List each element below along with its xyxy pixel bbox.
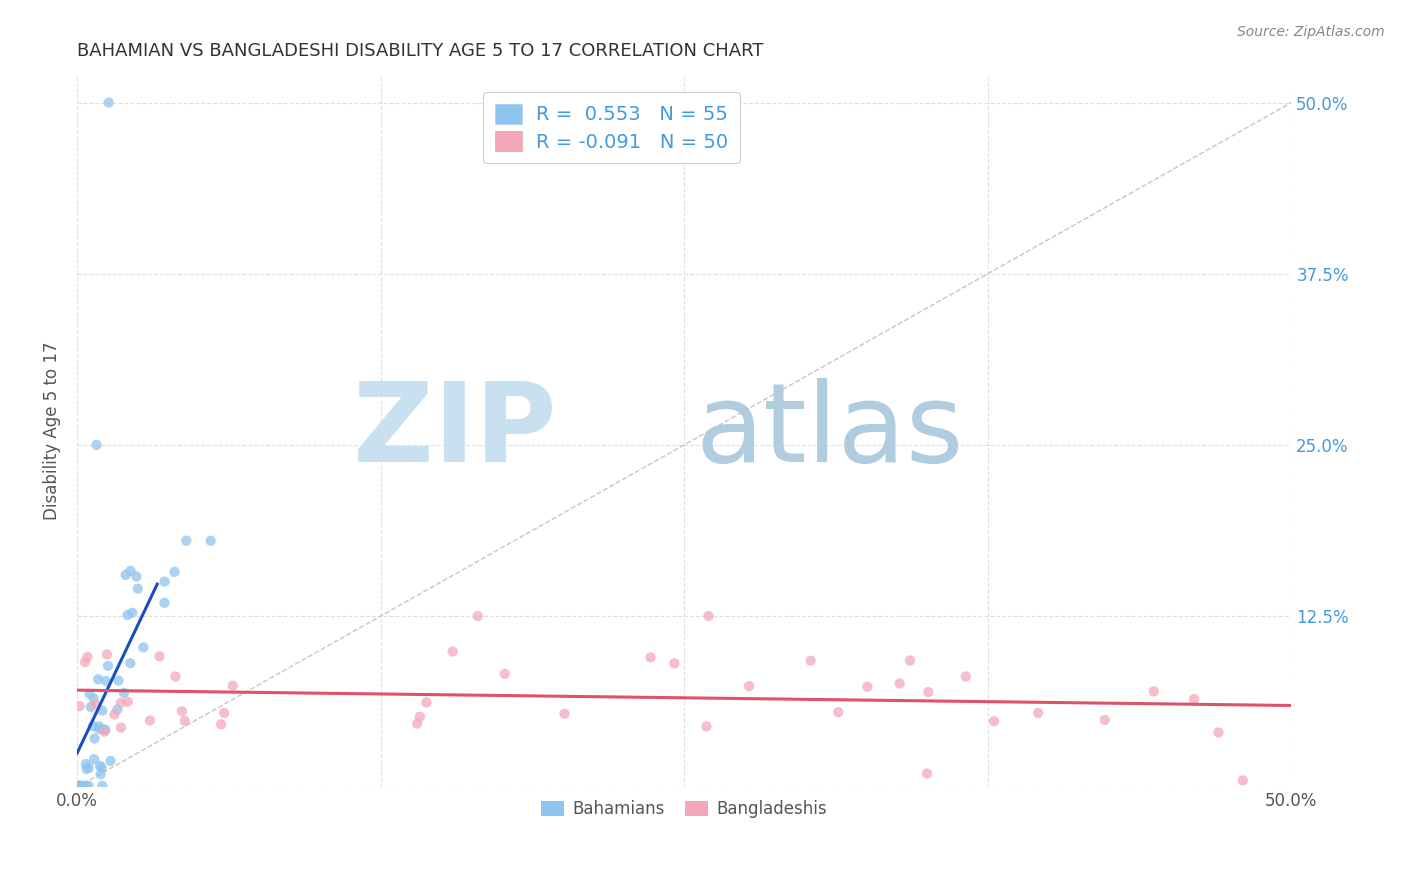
Point [91, 704, 114, 718]
Point [917, 685, 939, 699]
Point [153, 596, 176, 610]
Point [94, 723, 117, 737]
Point [1208, 725, 1230, 739]
Point [153, 574, 176, 589]
Point [125, 569, 148, 583]
Point [415, 695, 437, 709]
Point [148, 649, 170, 664]
Point [90, 761, 112, 775]
Point [75, 779, 97, 793]
Point [94, 673, 117, 688]
Text: Source: ZipAtlas.com: Source: ZipAtlas.com [1237, 25, 1385, 39]
Point [90, 767, 112, 781]
Point [132, 640, 155, 655]
Point [898, 654, 921, 668]
Point [409, 709, 432, 723]
Point [664, 657, 686, 671]
Point [112, 686, 135, 700]
Point [107, 673, 129, 688]
Point [97, 95, 120, 110]
Point [93, 724, 115, 739]
Point [103, 707, 125, 722]
Point [139, 714, 162, 728]
Point [87, 673, 110, 687]
Point [209, 717, 232, 731]
Point [76, 650, 98, 665]
Point [200, 533, 222, 548]
Point [1143, 684, 1166, 698]
Point [127, 582, 149, 596]
Point [1232, 773, 1254, 788]
Point [889, 676, 911, 690]
Legend: Bahamians, Bangladeshis: Bahamians, Bangladeshis [534, 794, 834, 825]
Point [983, 714, 1005, 729]
Point [221, 679, 243, 693]
Point [87, 719, 110, 733]
Point [173, 714, 195, 728]
Point [110, 721, 132, 735]
Point [96, 648, 118, 662]
Point [915, 766, 938, 780]
Point [69, 779, 91, 793]
Y-axis label: Disability Age 5 to 17: Disability Age 5 to 17 [44, 342, 60, 520]
Point [97, 658, 120, 673]
Point [82, 719, 104, 733]
Point [80, 700, 103, 714]
Point [640, 650, 662, 665]
Point [856, 680, 879, 694]
Point [697, 609, 720, 624]
Point [121, 606, 143, 620]
Point [100, 754, 122, 768]
Point [1026, 706, 1049, 720]
Point [467, 609, 489, 624]
Point [89, 759, 111, 773]
Point [441, 644, 464, 658]
Point [69, 779, 91, 793]
Point [165, 669, 187, 683]
Point [69, 779, 91, 793]
Point [83, 752, 105, 766]
Point [79, 687, 101, 701]
Point [83, 691, 105, 706]
Point [120, 656, 142, 670]
Point [176, 533, 198, 548]
Point [93, 723, 115, 737]
Point [212, 706, 235, 720]
Point [1182, 692, 1205, 706]
Point [69, 779, 91, 793]
Point [76, 762, 98, 776]
Point [738, 679, 761, 693]
Point [75, 756, 97, 771]
Point [87, 722, 110, 736]
Point [120, 564, 142, 578]
Point [83, 731, 105, 746]
Point [91, 779, 114, 793]
Point [553, 706, 575, 721]
Point [1094, 713, 1116, 727]
Point [105, 702, 128, 716]
Point [69, 699, 91, 714]
Text: atlas: atlas [696, 377, 965, 484]
Point [800, 654, 823, 668]
Point [117, 607, 139, 622]
Point [494, 667, 516, 681]
Point [77, 761, 100, 775]
Text: ZIP: ZIP [353, 377, 557, 484]
Point [117, 695, 139, 709]
Point [170, 704, 193, 718]
Point [114, 568, 136, 582]
Point [695, 719, 717, 733]
Point [163, 565, 186, 579]
Point [406, 716, 429, 731]
Point [86, 438, 108, 452]
Point [77, 779, 100, 793]
Point [955, 669, 977, 683]
Point [827, 705, 849, 719]
Point [83, 697, 105, 711]
Point [72, 779, 94, 793]
Point [110, 696, 132, 710]
Point [73, 655, 96, 669]
Text: BAHAMIAN VS BANGLADESHI DISABILITY AGE 5 TO 17 CORRELATION CHART: BAHAMIAN VS BANGLADESHI DISABILITY AGE 5… [77, 42, 763, 60]
